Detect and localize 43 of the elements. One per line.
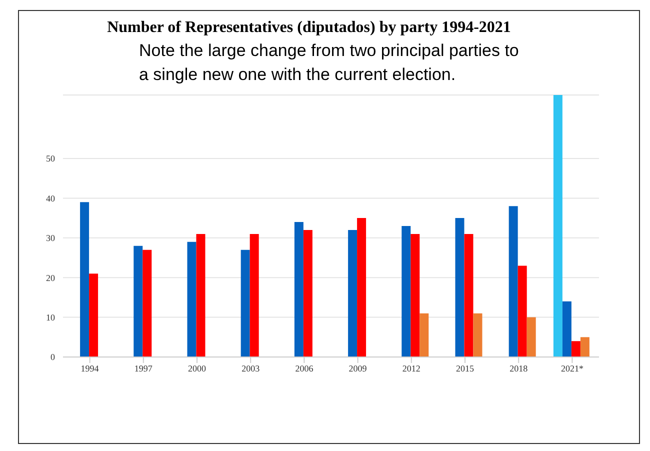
y-tick-label: 10 bbox=[46, 312, 56, 322]
x-tick-label: 2000 bbox=[188, 363, 206, 374]
bar bbox=[580, 337, 590, 357]
bar bbox=[80, 202, 90, 357]
x-tick-label: 2009 bbox=[348, 363, 368, 374]
x-tick-label: 2015 bbox=[456, 363, 474, 374]
chart-subtitle: Note the large change from two principal parties to a single new one with the current election. bbox=[139, 40, 519, 86]
x-tick-label: 2003 bbox=[242, 363, 260, 374]
y-tick-label: 50 bbox=[46, 154, 56, 164]
bar bbox=[240, 250, 250, 357]
y-tick-label: 40 bbox=[46, 193, 56, 204]
x-tick-label: 2012 bbox=[402, 363, 420, 374]
bar bbox=[187, 242, 196, 357]
x-tick-label: 2018 bbox=[510, 363, 528, 374]
x-tick-label: 2021* bbox=[560, 363, 584, 374]
bar bbox=[89, 274, 98, 357]
bar bbox=[518, 266, 527, 357]
bar bbox=[348, 230, 358, 357]
bar bbox=[464, 234, 474, 357]
y-tick-label: 30 bbox=[46, 233, 56, 244]
bar bbox=[294, 222, 304, 357]
chart-title: Number of Representatives (diputados) by party 1994-2021 bbox=[106, 19, 512, 37]
bar bbox=[526, 317, 536, 357]
bar bbox=[402, 226, 411, 357]
y-tick-label: 20 bbox=[46, 272, 56, 283]
bar bbox=[134, 246, 143, 357]
bar bbox=[562, 301, 572, 357]
bar bbox=[250, 234, 259, 357]
bar bbox=[571, 341, 580, 357]
bar bbox=[410, 234, 420, 357]
bar bbox=[473, 313, 482, 357]
bar bbox=[508, 206, 518, 357]
bar bbox=[553, 95, 562, 357]
x-tick-label: 1994 bbox=[80, 363, 100, 374]
bar bbox=[420, 313, 429, 357]
x-tick-label: 1997 bbox=[134, 363, 153, 374]
bar bbox=[142, 250, 152, 357]
bar bbox=[196, 234, 206, 357]
x-tick-label: 2006 bbox=[295, 363, 314, 374]
y-tick-label: 0 bbox=[50, 352, 56, 362]
bar bbox=[303, 230, 312, 357]
bar bbox=[455, 218, 464, 357]
bar bbox=[357, 218, 366, 357]
